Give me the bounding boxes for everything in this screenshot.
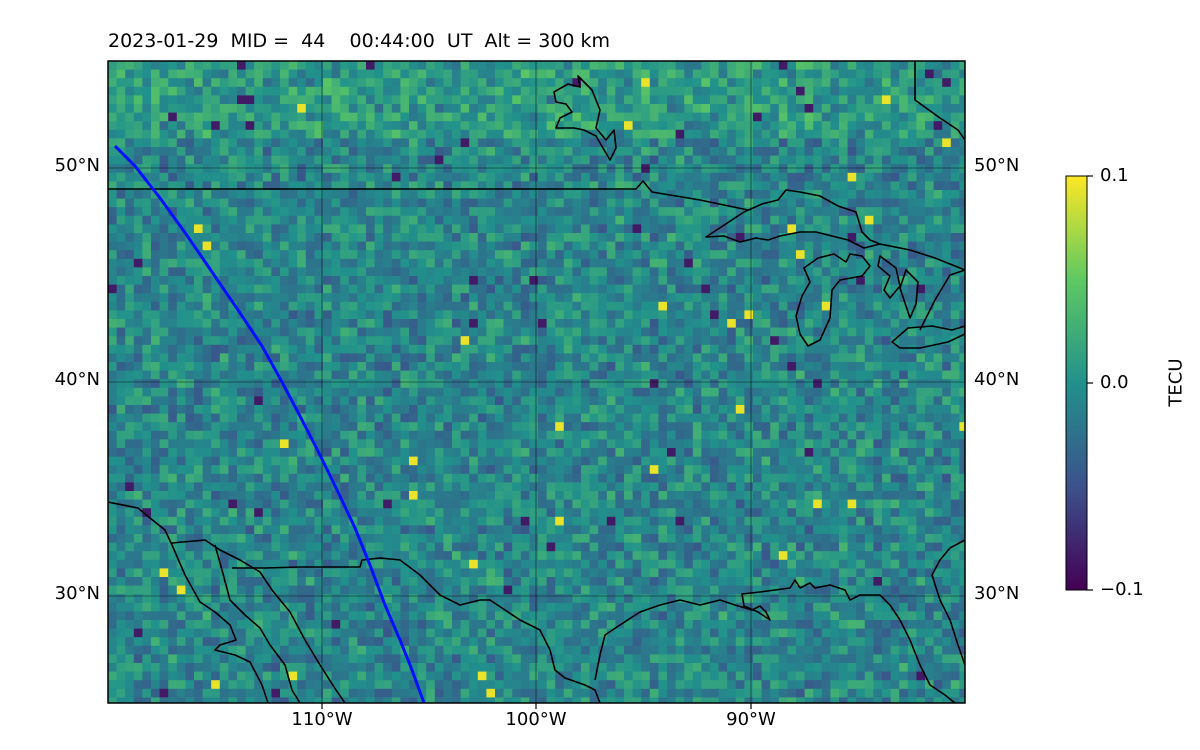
us-canada-border (108, 180, 749, 211)
colorbar-ticks (1087, 175, 1093, 591)
lat-label-30n-right: 30°N (974, 583, 1020, 604)
hudson-bay-coast (553, 75, 617, 161)
pacific-coast-north (108, 501, 269, 703)
axis-ticks (321, 703, 752, 709)
baja-inner (214, 544, 301, 703)
lon-label-110w: 110°W (291, 709, 353, 730)
map-title: 2023-01-29 MID = 44 00:44:00 UT Alt = 30… (108, 30, 611, 52)
st-lawrence (919, 269, 965, 331)
lake-erie-ontario (891, 325, 965, 349)
colorbar-tick-zero: 0.0 (1100, 372, 1129, 393)
atlantic-coast (931, 539, 965, 666)
lake-michigan (795, 253, 871, 347)
lake-huron (877, 255, 919, 319)
gridlines (108, 61, 965, 703)
satellite-track (113, 144, 426, 703)
gulf-coast (594, 579, 956, 703)
lat-label-40n-left: 40°N (54, 369, 100, 390)
lon-label-90w: 90°W (726, 709, 776, 730)
lat-label-40n-right: 40°N (974, 369, 1020, 390)
great-lakes-east (879, 243, 965, 271)
us-mexico-border (232, 557, 601, 703)
colorbar-tick-max: 0.1 (1100, 165, 1129, 186)
lat-label-30n-left: 30°N (54, 583, 100, 604)
coastlines (108, 61, 965, 703)
tec-pixel-grid (108, 61, 965, 703)
colorbar-label: TECU (1165, 358, 1187, 407)
lat-label-50n-right: 50°N (974, 155, 1020, 176)
lon-label-100w: 100°W (505, 709, 567, 730)
hudson-bay-east (914, 61, 965, 141)
colorbar (1065, 175, 1088, 591)
lat-label-50n-left: 50°N (54, 155, 100, 176)
colorbar-tick-min: −0.1 (1100, 579, 1144, 600)
